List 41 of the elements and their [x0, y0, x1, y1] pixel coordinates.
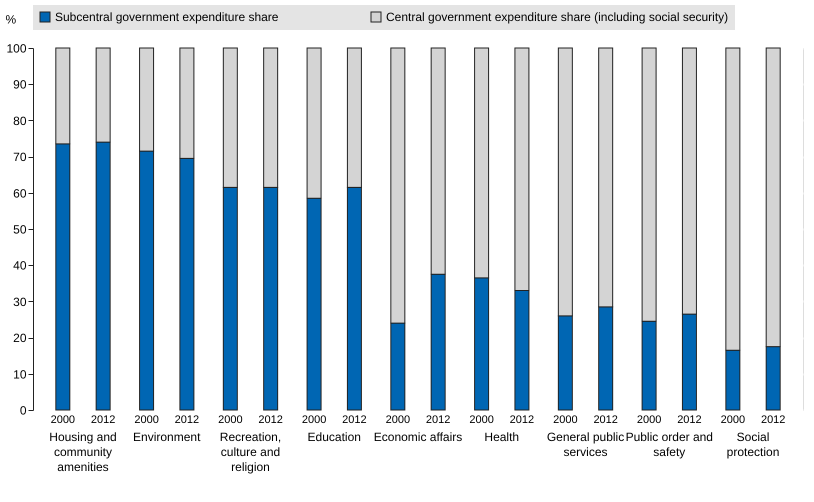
x-tick-label: 2012 — [677, 414, 702, 426]
x-tick-label: 2000 — [720, 414, 746, 426]
x-tick-label: 2000 — [134, 414, 159, 426]
legend-label: Subcentral government expenditure share — [55, 10, 279, 24]
text: Education — [308, 430, 361, 444]
text: Public order and safety — [626, 430, 713, 459]
text: Housing and community amenities — [49, 430, 117, 474]
y-tick-label: 90 — [13, 78, 27, 92]
y-tick-label: 10 — [13, 367, 27, 382]
x-tick-label: 2012 — [342, 414, 367, 426]
y-tick-label: 100 — [6, 42, 27, 56]
y-axis-title: % — [6, 12, 16, 26]
y-tick-label: 70 — [13, 150, 27, 164]
y-tick-label: 40 — [13, 258, 27, 273]
legend-label: Central government expenditure share (including social security) — [386, 10, 728, 24]
x-tick-label: 2000 — [386, 414, 410, 426]
x-tick-label: 2000 — [469, 414, 494, 426]
text: Recreation, culture and religion — [220, 430, 282, 474]
x-tick-label: 2012 — [593, 414, 618, 426]
x-tick-label: 2012 — [90, 414, 116, 426]
y-tick-label: 80 — [13, 114, 27, 128]
x-tick-label: 2012 — [760, 414, 786, 426]
text: Social protection — [726, 430, 780, 459]
text: Environment — [133, 430, 202, 444]
x-tick-label: 2012 — [510, 414, 534, 426]
y-tick-label: 30 — [13, 294, 27, 309]
y-tick-label: 0 — [20, 404, 27, 418]
y-tick-label: 60 — [13, 186, 27, 200]
y-tick-label: 50 — [13, 222, 27, 236]
x-tick-label: 2012 — [174, 414, 200, 426]
x-tick-label: 2000 — [50, 414, 76, 426]
x-tick-label: 2012 — [426, 414, 450, 426]
text: Economic affairs — [374, 430, 462, 444]
y-tick-label: 20 — [13, 331, 27, 346]
x-tick-label: 2000 — [302, 414, 326, 426]
x-tick-label: 2000 — [218, 414, 243, 426]
x-tick-label: 2012 — [258, 414, 283, 426]
x-tick-label: 2000 — [636, 414, 662, 426]
text: Health — [484, 430, 520, 444]
text: General public services — [546, 430, 624, 459]
x-tick-label: 2000 — [553, 414, 578, 426]
